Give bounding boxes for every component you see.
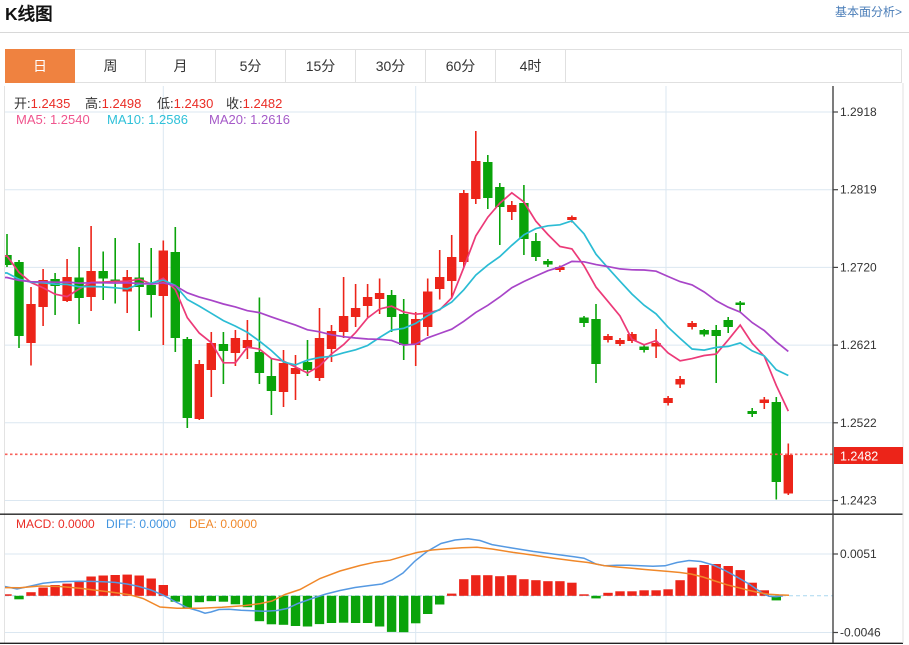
svg-text:1.2720: 1.2720 — [840, 260, 877, 274]
svg-text:1.2482: 1.2482 — [840, 450, 878, 464]
svg-text:1.2423: 1.2423 — [840, 494, 877, 508]
svg-text:1.2621: 1.2621 — [840, 338, 877, 352]
svg-text:-0.0046: -0.0046 — [840, 626, 881, 640]
svg-text:0.0051: 0.0051 — [840, 547, 877, 561]
svg-text:1.2819: 1.2819 — [840, 183, 877, 197]
svg-text:1.2522: 1.2522 — [840, 416, 877, 430]
svg-text:1.2918: 1.2918 — [840, 105, 877, 119]
